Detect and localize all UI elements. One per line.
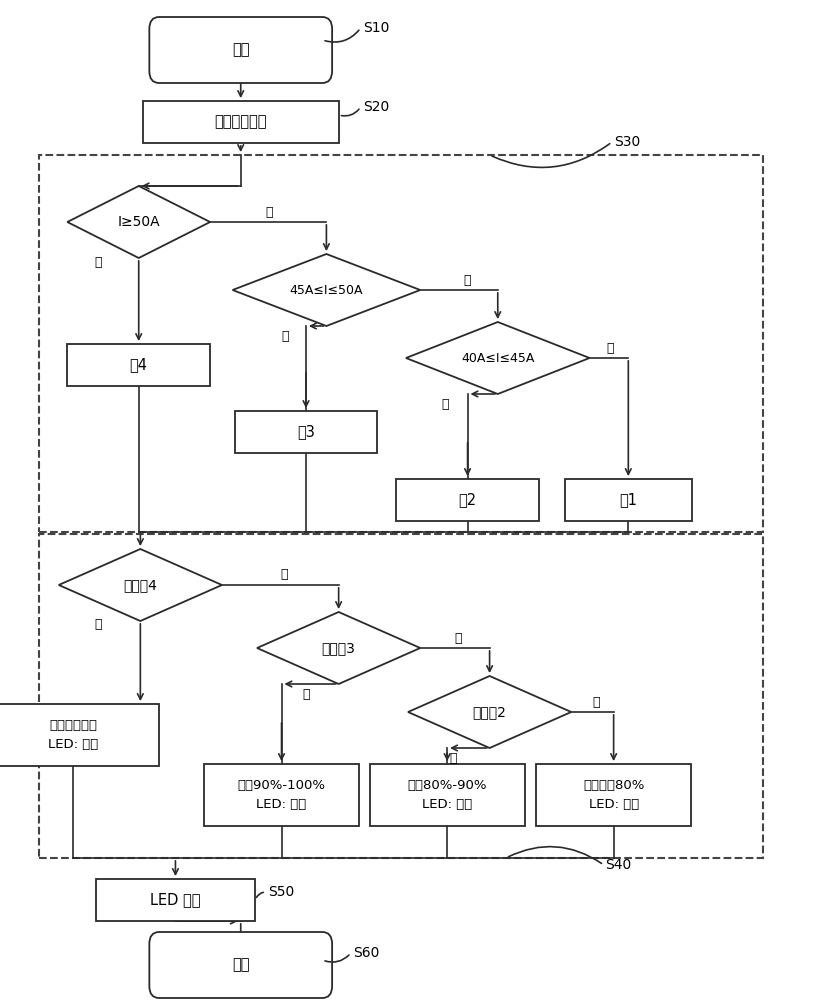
- Bar: [39, 155, 763, 532]
- Text: 是: 是: [282, 330, 290, 342]
- Text: 否: 否: [463, 273, 471, 286]
- Text: 否: 否: [592, 696, 600, 708]
- Text: 状2: 状2: [459, 492, 477, 508]
- Bar: [370, 764, 525, 826]
- Text: 是否状3: 是否状3: [322, 641, 356, 655]
- Text: 状1: 状1: [619, 492, 637, 508]
- Polygon shape: [406, 322, 589, 394]
- Text: 否: 否: [606, 342, 614, 355]
- Text: 负载小于80%
LED: 灯灯: 负载小于80% LED: 灯灯: [583, 779, 645, 811]
- Text: I≥50A: I≥50A: [118, 215, 160, 229]
- Polygon shape: [68, 186, 211, 258]
- Text: S60: S60: [353, 946, 379, 960]
- Polygon shape: [408, 676, 571, 748]
- Text: 否: 否: [265, 206, 273, 219]
- FancyBboxPatch shape: [149, 932, 332, 998]
- Bar: [536, 764, 691, 826]
- Text: 45A≤I≤50A: 45A≤I≤50A: [290, 284, 363, 296]
- Text: 是: 是: [302, 688, 310, 700]
- Text: 状3: 状3: [297, 424, 315, 440]
- Bar: [143, 101, 339, 143]
- Text: 过载保护启动
LED: 常亮: 过载保护启动 LED: 常亮: [48, 719, 99, 751]
- Text: 是: 是: [94, 618, 102, 632]
- Polygon shape: [257, 612, 420, 684]
- Polygon shape: [59, 549, 222, 621]
- Text: S30: S30: [614, 135, 640, 149]
- Text: 是否状2: 是否状2: [472, 705, 507, 719]
- Text: LED 处理: LED 处理: [150, 892, 201, 908]
- Text: 检测负载电流: 检测负载电流: [215, 114, 267, 129]
- Bar: [0, 704, 159, 766]
- Text: 是: 是: [441, 397, 449, 410]
- Bar: [235, 411, 377, 453]
- Text: 是: 是: [449, 752, 457, 764]
- Bar: [96, 879, 255, 921]
- Text: S20: S20: [363, 100, 389, 114]
- Text: 负载80%-90%
LED: 慢闪: 负载80%-90% LED: 慢闪: [407, 779, 487, 811]
- Bar: [396, 479, 539, 521]
- Text: S50: S50: [268, 885, 294, 899]
- Text: 返回: 返回: [232, 958, 250, 972]
- FancyBboxPatch shape: [149, 17, 332, 83]
- Text: 是: 是: [94, 255, 102, 268]
- Text: 负载90%-100%
LED: 快闪: 负载90%-100% LED: 快闪: [237, 779, 326, 811]
- Bar: [565, 479, 692, 521]
- Text: 开始: 开始: [232, 42, 250, 57]
- Text: 否: 否: [455, 632, 463, 645]
- Bar: [204, 764, 359, 826]
- Bar: [39, 534, 763, 858]
- Text: S40: S40: [605, 858, 632, 872]
- Text: 否: 否: [280, 568, 288, 582]
- Bar: [68, 344, 211, 386]
- Text: S10: S10: [363, 21, 389, 35]
- Text: 40A≤I≤45A: 40A≤I≤45A: [461, 352, 534, 364]
- Text: 是否状4: 是否状4: [123, 578, 157, 592]
- Polygon shape: [233, 254, 420, 326]
- Text: 状4: 状4: [130, 358, 148, 372]
